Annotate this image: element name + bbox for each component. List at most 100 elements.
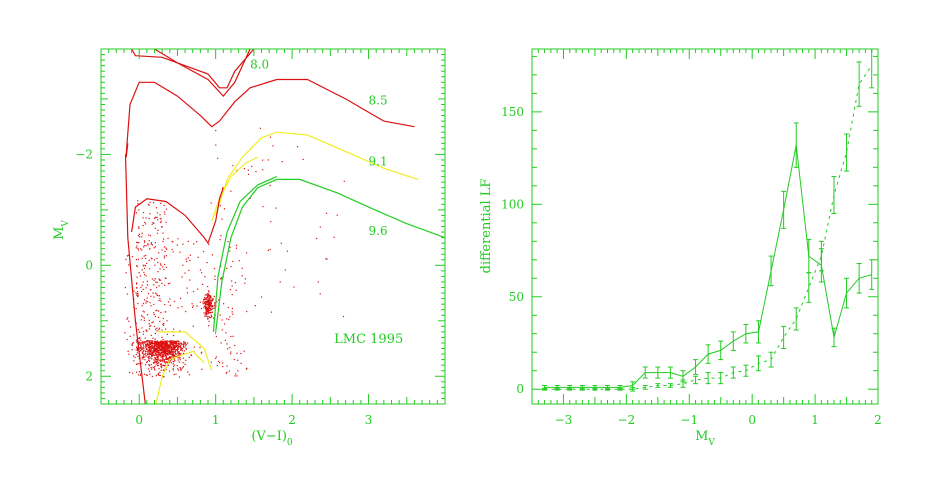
star-point — [206, 316, 209, 318]
star-point — [164, 340, 166, 342]
star-point — [187, 371, 189, 373]
star-point — [208, 304, 210, 306]
star-point — [129, 326, 132, 328]
star-point — [144, 341, 146, 343]
star-point — [162, 360, 164, 362]
star-point — [166, 346, 168, 349]
star-point — [138, 348, 140, 350]
star-point — [136, 348, 139, 351]
star-point — [146, 262, 148, 265]
star-point — [165, 349, 167, 351]
star-point — [154, 242, 156, 244]
star-point — [160, 367, 163, 369]
star-point — [169, 347, 171, 349]
star-point — [222, 303, 225, 305]
star-point — [157, 351, 159, 354]
star-point — [154, 292, 157, 294]
star-point — [180, 353, 182, 355]
star-point — [178, 343, 180, 345]
star-point — [126, 318, 128, 320]
star-point — [211, 300, 214, 302]
star-point — [210, 308, 212, 310]
star-point — [157, 364, 159, 367]
star-point — [243, 167, 245, 170]
star-point — [267, 159, 269, 161]
star-point — [206, 295, 209, 297]
star-point — [159, 320, 161, 323]
star-point — [146, 339, 149, 342]
star-point — [165, 247, 167, 249]
star-point — [146, 280, 148, 283]
star-point — [178, 351, 180, 353]
star-point — [169, 340, 171, 343]
star-point — [168, 346, 170, 348]
star-point — [168, 344, 171, 346]
star-point — [145, 340, 148, 342]
star-point — [154, 351, 156, 353]
star-point — [147, 353, 149, 355]
star-point — [168, 349, 170, 351]
cmd-x-axis-label: (V−I)0 — [251, 429, 293, 448]
star-point — [183, 342, 185, 344]
star-point — [137, 296, 139, 298]
star-point — [161, 226, 163, 228]
star-point — [162, 349, 164, 351]
isochrone-branch — [212, 176, 278, 332]
star-point — [151, 354, 153, 356]
star-point — [166, 353, 169, 355]
star-point — [220, 278, 222, 280]
star-point — [159, 346, 161, 348]
star-point — [182, 264, 184, 266]
star-point — [170, 341, 172, 343]
star-point — [165, 266, 167, 269]
star-point — [147, 356, 149, 358]
star-point — [156, 360, 158, 362]
star-point — [170, 356, 172, 358]
star-point — [210, 317, 212, 319]
star-point — [177, 342, 179, 345]
star-point — [148, 345, 150, 347]
star-point — [168, 347, 170, 349]
star-point — [219, 205, 221, 207]
star-point — [153, 296, 155, 298]
star-point — [199, 301, 201, 303]
star-point — [223, 208, 226, 210]
star-point — [230, 351, 232, 353]
star-point — [170, 342, 172, 344]
star-point — [135, 363, 138, 365]
star-point — [163, 365, 165, 367]
star-point — [128, 264, 130, 266]
star-point — [135, 292, 137, 294]
star-point — [170, 350, 172, 352]
star-point — [176, 365, 178, 367]
star-point — [161, 360, 163, 362]
star-point — [149, 343, 151, 345]
star-point — [160, 356, 162, 358]
star-point — [227, 306, 229, 309]
star-point — [171, 354, 173, 356]
star-point — [208, 320, 210, 323]
star-point — [126, 293, 128, 295]
star-point — [170, 348, 173, 350]
star-point — [150, 325, 152, 327]
star-point — [207, 304, 209, 306]
star-point — [209, 297, 211, 300]
star-point — [167, 345, 169, 347]
star-point — [150, 340, 152, 342]
star-point — [151, 244, 153, 246]
star-point — [142, 356, 144, 358]
star-point — [141, 346, 143, 348]
star-point — [231, 307, 234, 310]
star-point — [171, 351, 173, 354]
star-point — [138, 226, 140, 228]
star-point — [171, 348, 173, 350]
star-point — [148, 234, 150, 236]
star-point — [193, 346, 195, 348]
star-point — [159, 268, 161, 270]
star-point — [201, 368, 203, 370]
star-point — [146, 361, 148, 363]
star-point — [176, 344, 178, 346]
star-point — [165, 348, 167, 350]
star-point — [207, 308, 210, 311]
isochrone-label: 9.1 — [369, 154, 388, 168]
